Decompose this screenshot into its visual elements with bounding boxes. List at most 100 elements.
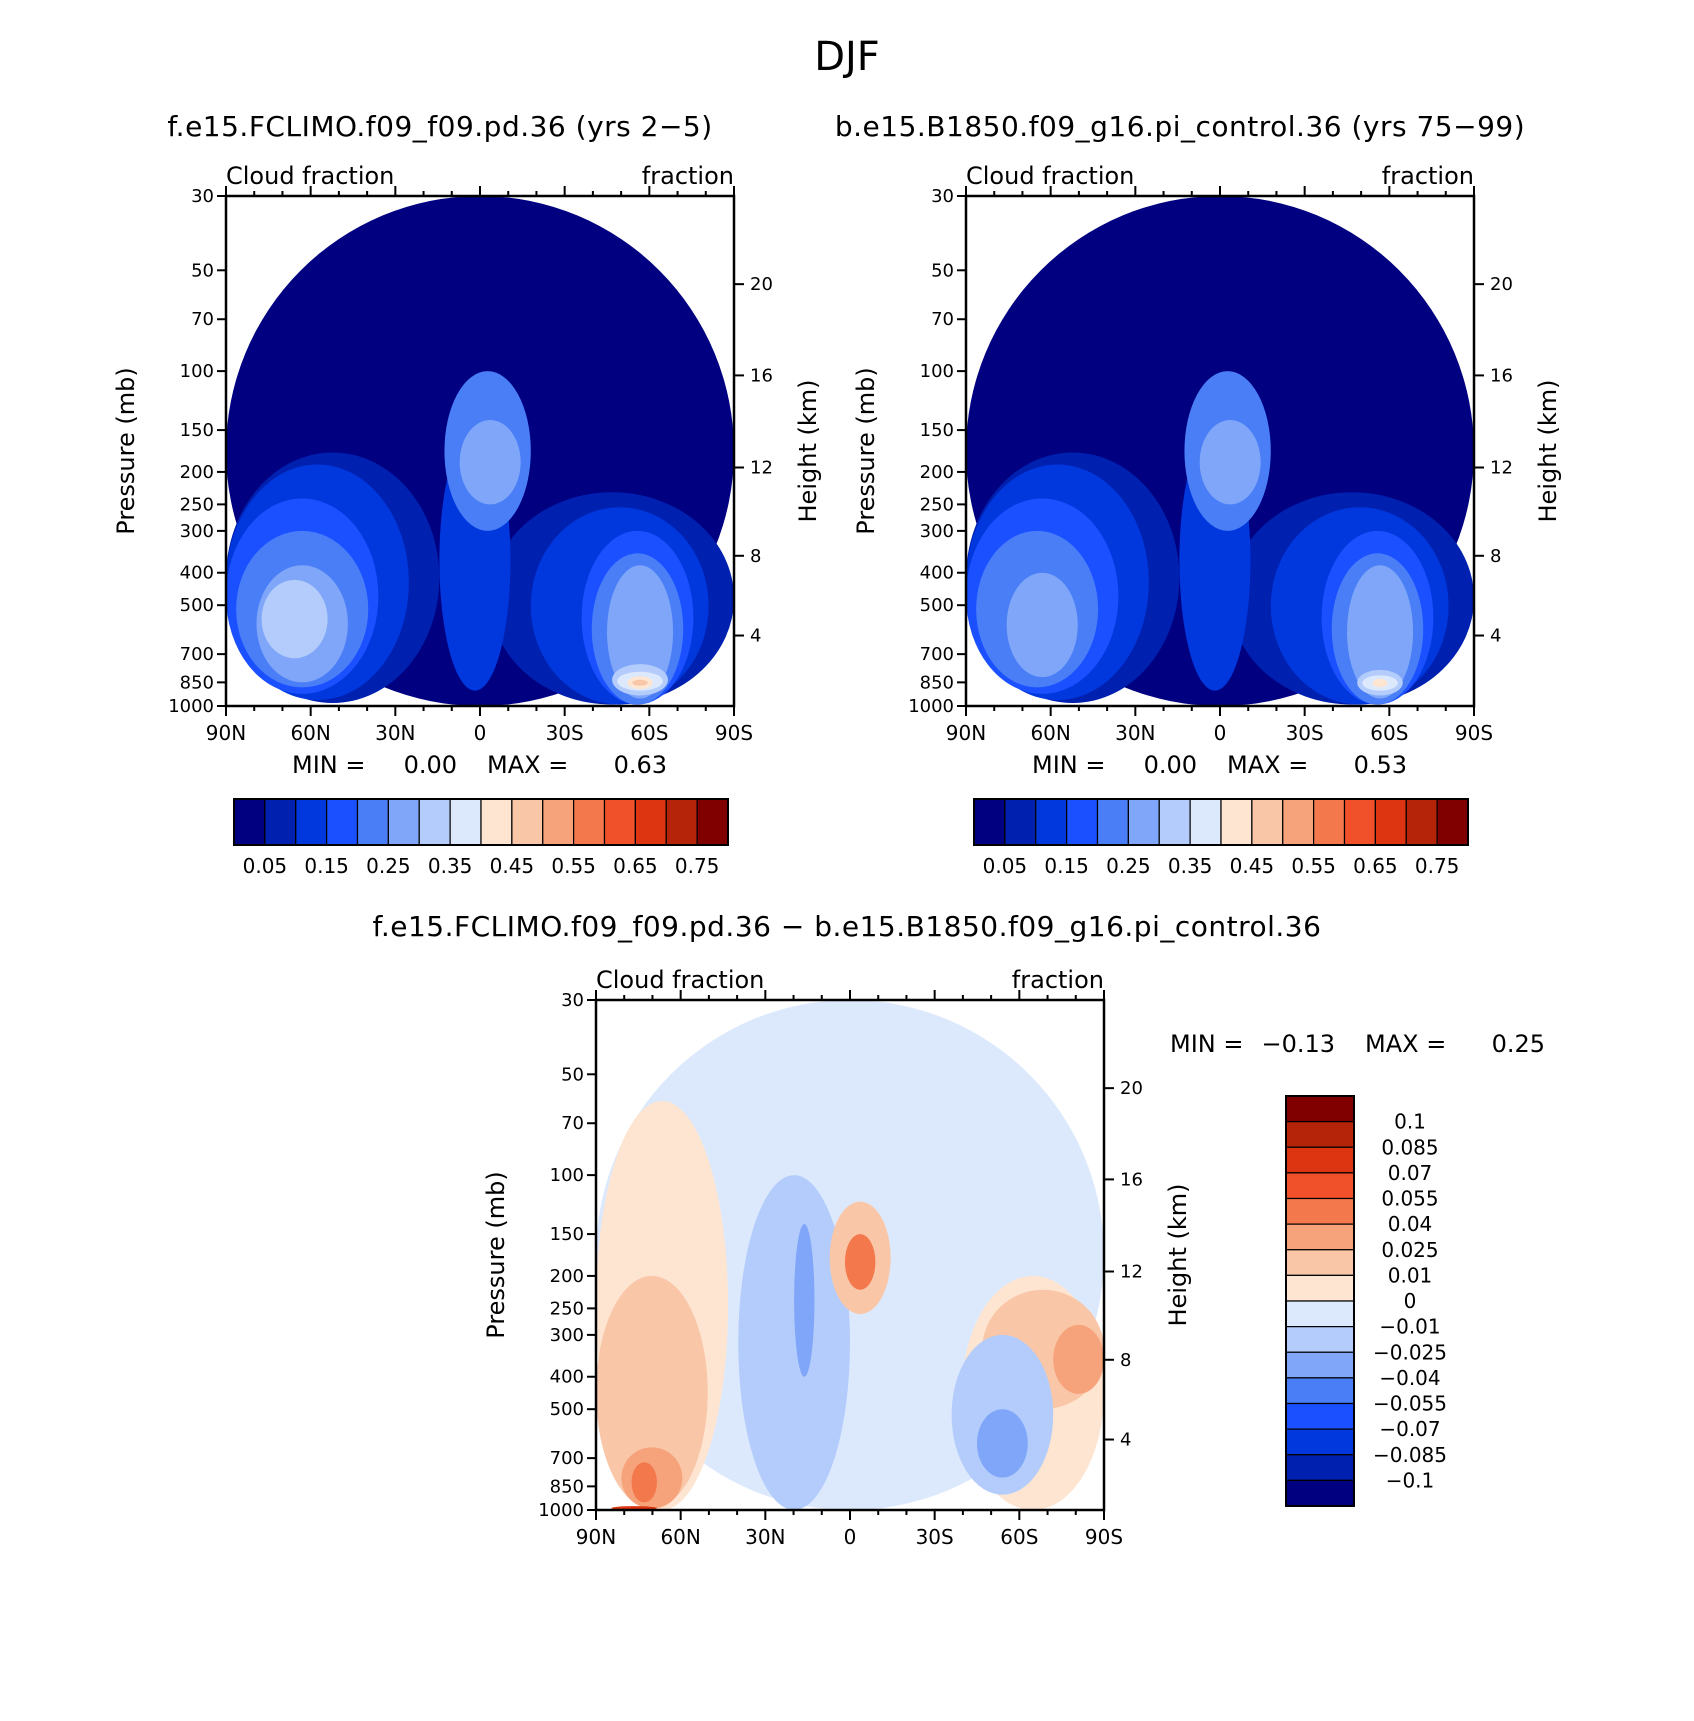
panel-right-label: fraction: [1012, 966, 1104, 994]
colorbar-label: −0.04: [1379, 1366, 1440, 1390]
max-label: MAX =: [487, 751, 568, 779]
y-tick-label: 300: [550, 1325, 584, 1346]
colorbar-box: [356, 798, 389, 846]
y-tick-label: 200: [550, 1266, 584, 1287]
colorbar-frame: [973, 798, 1469, 846]
height-tick-label: 4: [750, 626, 761, 647]
y-tick-label: 50: [931, 260, 954, 281]
colorbar-box: [1220, 798, 1253, 846]
colorbar-frame: [233, 798, 729, 846]
height-tick-label: 16: [1120, 1169, 1143, 1190]
colorbar-label: −0.055: [1373, 1392, 1447, 1416]
max-label: MAX =: [1227, 751, 1308, 779]
colorbar-label: 0.025: [1381, 1238, 1438, 1262]
contour-band: [1006, 572, 1078, 678]
contour-panel-right: 30 50 70 100 150 200 250 300 400 500 700 850 1000 20 1…: [852, 162, 1562, 779]
y-tick-label: 500: [550, 1399, 584, 1420]
y-tick-label: 500: [180, 595, 214, 616]
min-value: 0.00: [1144, 751, 1197, 779]
y-tick-label: 1000: [168, 696, 214, 717]
colorbar-box: [449, 798, 482, 846]
colorbar-box: [1285, 1402, 1355, 1430]
colorbar-box: [665, 798, 698, 846]
contour-field: [966, 196, 1474, 706]
y-tick-label: 250: [920, 494, 954, 515]
height-tick-label: 12: [1490, 457, 1513, 478]
colorbar-box: [1127, 798, 1160, 846]
x-tick-label: 0: [1214, 721, 1227, 745]
x-tick-label: 90N: [576, 1525, 616, 1549]
contour-band: [632, 679, 648, 686]
height-tick-label: 8: [1490, 546, 1501, 567]
colorbar-label: 0.35: [1168, 854, 1213, 878]
colorbar-label: 0.15: [304, 854, 349, 878]
y-tick-label: 1000: [538, 1500, 584, 1521]
contour-field: [596, 1000, 1104, 1510]
contour-band: [977, 1409, 1028, 1478]
height-tick-label: 20: [1120, 1078, 1143, 1099]
y-tick-label: 200: [180, 462, 214, 483]
y-axis-title-right: Height (km): [794, 380, 822, 523]
x-tick-label: 60S: [630, 721, 668, 745]
height-tick-label: 16: [750, 365, 773, 386]
x-tick-label: 30N: [375, 721, 415, 745]
y-tick-label: 150: [180, 420, 214, 441]
y-axis-title: Pressure (mb): [852, 367, 880, 534]
colorbar-label: 0.75: [1415, 854, 1460, 878]
contour-band: [1053, 1324, 1104, 1394]
y-tick-label: 250: [180, 494, 214, 515]
colorbar-label: −0.085: [1373, 1443, 1447, 1467]
x-tick-label: 60N: [1030, 721, 1070, 745]
colorbar-label: 0.15: [1044, 854, 1089, 878]
colorbar-box: [1251, 798, 1284, 846]
colorbar-label: 0.055: [1381, 1187, 1438, 1211]
y-axis-title: Pressure (mb): [482, 1171, 510, 1338]
colorbar-box: [1066, 798, 1099, 846]
panel-left-label: Cloud fraction: [966, 162, 1134, 190]
colorbar-box: [295, 798, 328, 846]
contour-band: [607, 565, 674, 699]
colorbar-box: [1285, 1326, 1355, 1353]
x-tick-label: 30S: [1286, 721, 1324, 745]
colorbar-label: 0.35: [428, 854, 473, 878]
colorbar-box: [1343, 798, 1376, 846]
colorbar-box: [1096, 798, 1129, 846]
colorbar-label: 0.25: [366, 854, 411, 878]
colorbar-box: [1285, 1197, 1355, 1225]
panel-title-left: f.e15.FCLIMO.f09_f09.pd.36 (yrs 2−5): [167, 110, 712, 143]
height-tick-label: 8: [1120, 1350, 1131, 1371]
height-tick-label: 12: [750, 457, 773, 478]
y-tick-label: 50: [191, 260, 214, 281]
colorbar-diff: 0.10.0850.070.0550.040.0250.010−0.01−0.0…: [1285, 1095, 1447, 1507]
y-tick-label: 150: [920, 420, 954, 441]
colorbar-label: 0.75: [675, 854, 720, 878]
contour-band: [596, 1275, 708, 1509]
max-value: 0.63: [614, 751, 667, 779]
colorbar-left: 0.05 0.15 0.25 0.35 0.45 0.55 0.65 0.75: [233, 798, 729, 878]
colorbar-box: [1285, 1121, 1355, 1148]
colorbar-box: [1004, 798, 1037, 846]
y-tick-label: 70: [191, 309, 214, 330]
colorbar-box: [542, 798, 575, 846]
x-tick-label: 90S: [1455, 721, 1493, 745]
colorbar-box: [1285, 1172, 1355, 1200]
y-tick-label: 400: [920, 563, 954, 584]
colorbar-label: 0.05: [983, 854, 1028, 878]
colorbar-label: 0.085: [1381, 1135, 1438, 1159]
contour-panel-left: 30 50 70 100 150 200 250 300 400 500 700 850 1000 20 1…: [112, 162, 822, 779]
y-tick-label: 400: [550, 1367, 584, 1388]
y-tick-label: 700: [180, 644, 214, 665]
x-tick-label: 90S: [1085, 1525, 1123, 1549]
y-tick-label: 70: [561, 1113, 584, 1134]
colorbar-box: [480, 798, 513, 846]
colorbar-label: 0.04: [1388, 1212, 1433, 1236]
x-tick-label: 0: [844, 1525, 857, 1549]
min-value: −0.13: [1261, 1030, 1335, 1058]
colorbar-box: [573, 798, 606, 846]
colorbar-box: [634, 798, 667, 846]
colorbar-box: [264, 798, 297, 846]
y-tick-label: 850: [920, 672, 954, 693]
colorbar-box: [603, 798, 636, 846]
y-tick-label: 250: [550, 1298, 584, 1319]
